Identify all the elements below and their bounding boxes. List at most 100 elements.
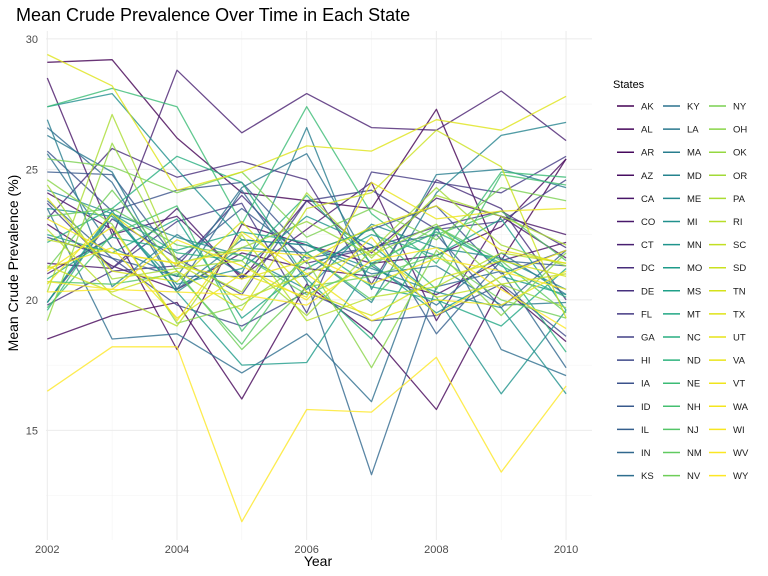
legend-label: MT	[687, 309, 701, 320]
legend-item-wy: WY	[709, 471, 749, 482]
legend-item-pa: PA	[709, 194, 746, 205]
legend-label: IA	[641, 379, 651, 390]
legend-item-nm: NM	[663, 448, 702, 459]
legend-item-ky: KY	[663, 102, 700, 113]
legend-item-nh: NH	[663, 402, 701, 413]
legend: States AK AL AR AZ CA CO CT DC DE FL GA HI IA ID IL IN K…	[613, 79, 749, 482]
series-line-me	[47, 189, 567, 291]
legend-item-sc: SC	[709, 240, 746, 251]
legend-item-wv: WV	[709, 448, 749, 459]
series-line-nj	[47, 210, 567, 345]
legend-label: NM	[687, 448, 702, 459]
legend-label: MO	[687, 263, 702, 274]
legend-item-ia: IA	[617, 379, 651, 390]
series-line-fl	[46, 155, 567, 314]
legend-item-az: AZ	[617, 171, 653, 182]
legend-item-ut: UT	[709, 333, 746, 344]
series-line-ct	[46, 69, 567, 275]
legend-item-tn: TN	[709, 286, 746, 297]
legend-item-ar: AR	[617, 148, 654, 159]
legend-label: WA	[733, 402, 749, 413]
legend-label: SD	[733, 263, 746, 274]
series-line-nm	[47, 207, 567, 314]
legend-item-vt: VT	[709, 379, 745, 390]
legend-label: NH	[687, 402, 701, 413]
series-line-mi	[47, 92, 567, 395]
chart-title: Mean Crude Prevalence Over Time in Each …	[16, 5, 410, 25]
legend-item-ne: NE	[663, 379, 700, 390]
x-tick-label: 2004	[165, 544, 189, 556]
x-tick-label: 2010	[554, 544, 578, 556]
legend-label: VT	[733, 379, 745, 390]
x-axis-title: Year	[304, 553, 333, 569]
legend-label: NV	[687, 471, 701, 482]
legend-item-sd: SD	[709, 263, 746, 274]
series-line-or	[46, 184, 567, 317]
legend-label: AL	[641, 125, 653, 136]
legend-item-il: IL	[617, 425, 649, 436]
x-axis: 2002 2004 2006 2008 2010	[35, 544, 578, 556]
legend-label: MI	[687, 217, 698, 228]
legend-items: AK AL AR AZ CA CO CT DC DE FL GA HI IA ID IL IN KS KY LA MA…	[617, 102, 749, 482]
legend-label: AK	[641, 102, 654, 113]
y-axis: 15 20 25 30	[26, 34, 38, 438]
legend-item-ok: OK	[709, 148, 747, 159]
legend-label: OH	[733, 125, 747, 136]
legend-item-de: DE	[617, 286, 654, 297]
legend-label: GA	[641, 333, 655, 344]
series-line-id	[47, 171, 567, 309]
series-line-ri	[46, 228, 567, 327]
series-line-vt	[46, 226, 567, 322]
legend-item-wa: WA	[709, 402, 749, 413]
legend-item-md: MD	[663, 171, 702, 182]
legend-item-mt: MT	[663, 309, 701, 320]
series-line-sd	[47, 129, 567, 319]
legend-label: IL	[641, 425, 649, 436]
legend-item-nc: NC	[663, 333, 701, 344]
legend-label: DE	[641, 286, 654, 297]
legend-item-wi: WI	[709, 425, 745, 436]
series-line-dc	[46, 147, 567, 301]
legend-item-or: OR	[709, 171, 747, 182]
legend-title: States	[613, 79, 645, 91]
legend-item-mn: MN	[663, 240, 702, 251]
legend-item-oh: OH	[709, 125, 747, 136]
legend-label: AZ	[641, 171, 653, 182]
series-line-wa	[47, 236, 567, 317]
plot-area	[46, 31, 592, 540]
legend-item-nv: NV	[663, 471, 701, 482]
legend-label: OK	[733, 148, 747, 159]
series-line-va	[47, 181, 567, 319]
legend-label: RI	[733, 217, 743, 228]
series-line-al	[47, 283, 567, 411]
series-line-wv	[47, 247, 567, 330]
legend-item-tx: TX	[709, 309, 746, 320]
legend-label: WY	[733, 471, 749, 482]
legend-label: LA	[687, 125, 699, 136]
legend-item-mo: MO	[663, 263, 702, 274]
legend-item-me: ME	[663, 194, 701, 205]
legend-item-ct: CT	[617, 240, 654, 251]
x-tick-label: 2006	[294, 544, 318, 556]
legend-item-fl: FL	[617, 309, 652, 320]
legend-label: WV	[733, 448, 749, 459]
legend-label: ME	[687, 194, 701, 205]
legend-label: KS	[641, 471, 654, 482]
legend-item-va: VA	[709, 356, 746, 367]
legend-label: ND	[687, 356, 701, 367]
series-line-wy	[46, 346, 567, 523]
x-tick-label: 2008	[424, 544, 448, 556]
legend-item-ks: KS	[617, 471, 654, 482]
y-tick-label: 15	[26, 425, 38, 437]
legend-item-nd: ND	[663, 356, 701, 367]
legend-label: TX	[733, 309, 746, 320]
series-line-ks	[46, 208, 567, 403]
legend-label: MS	[687, 286, 701, 297]
legend-item-ms: MS	[663, 286, 701, 297]
series-line-ma	[46, 119, 567, 291]
series-line-ut	[46, 205, 567, 285]
y-tick-label: 20	[26, 295, 38, 307]
legend-label: VA	[733, 356, 746, 367]
legend-label: SC	[733, 240, 746, 251]
